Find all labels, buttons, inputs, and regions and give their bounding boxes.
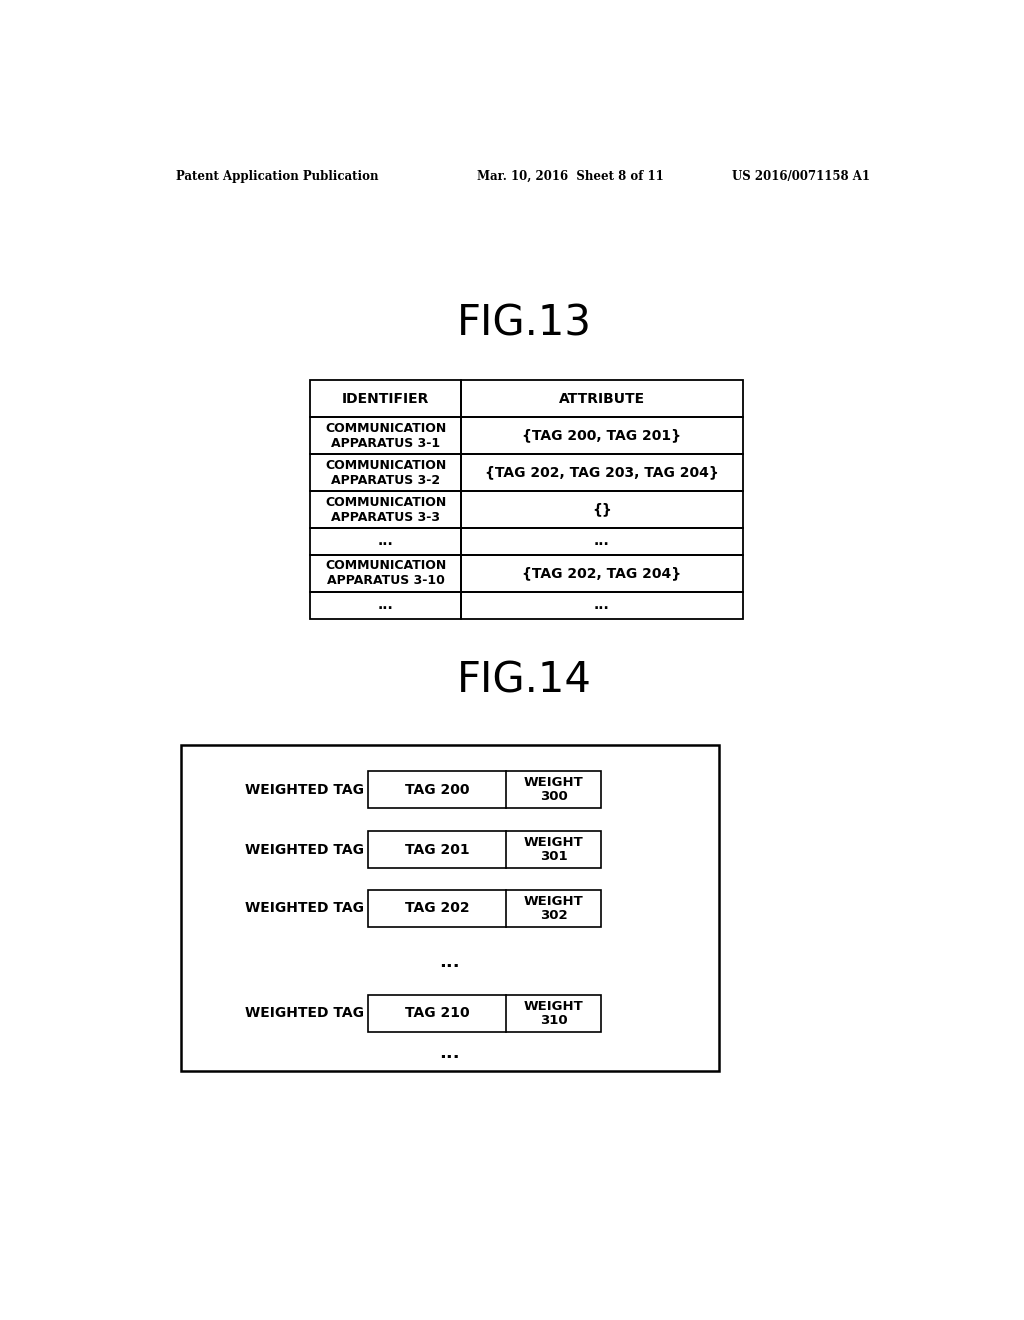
Bar xyxy=(310,554,461,591)
Text: ATTRIBUTE: ATTRIBUTE xyxy=(559,392,645,405)
Bar xyxy=(310,528,461,554)
Text: COMMUNICATION
APPARATUS 3-3: COMMUNICATION APPARATUS 3-3 xyxy=(325,495,446,524)
Text: US 2016/0071158 A1: US 2016/0071158 A1 xyxy=(732,170,870,183)
Text: ...: ... xyxy=(378,598,393,612)
Text: TAG 210: TAG 210 xyxy=(404,1006,470,1020)
Text: ...: ... xyxy=(594,598,609,612)
Text: WEIGHT
302: WEIGHT 302 xyxy=(523,895,584,921)
Text: WEIGHTED TAG: WEIGHTED TAG xyxy=(246,783,365,797)
Text: COMMUNICATION
APPARATUS 3-1: COMMUNICATION APPARATUS 3-1 xyxy=(325,421,446,450)
Text: Mar. 10, 2016  Sheet 8 of 11: Mar. 10, 2016 Sheet 8 of 11 xyxy=(477,170,664,183)
Text: TAG 200: TAG 200 xyxy=(404,783,469,797)
Text: ...: ... xyxy=(439,1044,460,1063)
Bar xyxy=(310,491,461,528)
Text: TAG 201: TAG 201 xyxy=(404,843,470,857)
Bar xyxy=(310,380,461,417)
Text: Patent Application Publication: Patent Application Publication xyxy=(176,170,379,183)
Bar xyxy=(369,771,601,808)
Bar xyxy=(461,454,742,491)
Text: WEIGHTED TAG: WEIGHTED TAG xyxy=(246,1006,365,1020)
Bar xyxy=(369,832,601,869)
Bar xyxy=(369,995,601,1032)
Bar xyxy=(461,491,742,528)
Text: WEIGHTED TAG: WEIGHTED TAG xyxy=(246,902,365,915)
Text: IDENTIFIER: IDENTIFIER xyxy=(342,392,429,405)
Text: {TAG 200, TAG 201}: {TAG 200, TAG 201} xyxy=(522,429,681,442)
Bar xyxy=(461,591,742,619)
Bar xyxy=(180,744,719,1071)
Text: {TAG 202, TAG 203, TAG 204}: {TAG 202, TAG 203, TAG 204} xyxy=(485,466,719,479)
Text: WEIGHTED TAG: WEIGHTED TAG xyxy=(246,843,365,857)
Bar xyxy=(310,454,461,491)
Text: ...: ... xyxy=(378,535,393,549)
Text: COMMUNICATION
APPARATUS 3-2: COMMUNICATION APPARATUS 3-2 xyxy=(325,458,446,487)
Bar xyxy=(461,554,742,591)
Text: COMMUNICATION
APPARATUS 3-10: COMMUNICATION APPARATUS 3-10 xyxy=(325,560,446,587)
Text: ...: ... xyxy=(439,953,460,972)
Text: FIG.14: FIG.14 xyxy=(458,660,592,701)
Text: TAG 202: TAG 202 xyxy=(404,902,470,915)
Bar xyxy=(461,528,742,554)
Bar xyxy=(461,417,742,454)
Text: ...: ... xyxy=(594,535,609,549)
Text: WEIGHT
301: WEIGHT 301 xyxy=(523,837,584,863)
Text: {}: {} xyxy=(592,503,611,516)
Bar xyxy=(461,380,742,417)
Bar xyxy=(310,417,461,454)
Text: WEIGHT
300: WEIGHT 300 xyxy=(523,776,584,804)
Text: {TAG 202, TAG 204}: {TAG 202, TAG 204} xyxy=(522,566,682,581)
Text: WEIGHT
310: WEIGHT 310 xyxy=(523,999,584,1027)
Bar xyxy=(369,890,601,927)
Text: FIG.13: FIG.13 xyxy=(458,304,592,345)
Bar xyxy=(310,591,461,619)
